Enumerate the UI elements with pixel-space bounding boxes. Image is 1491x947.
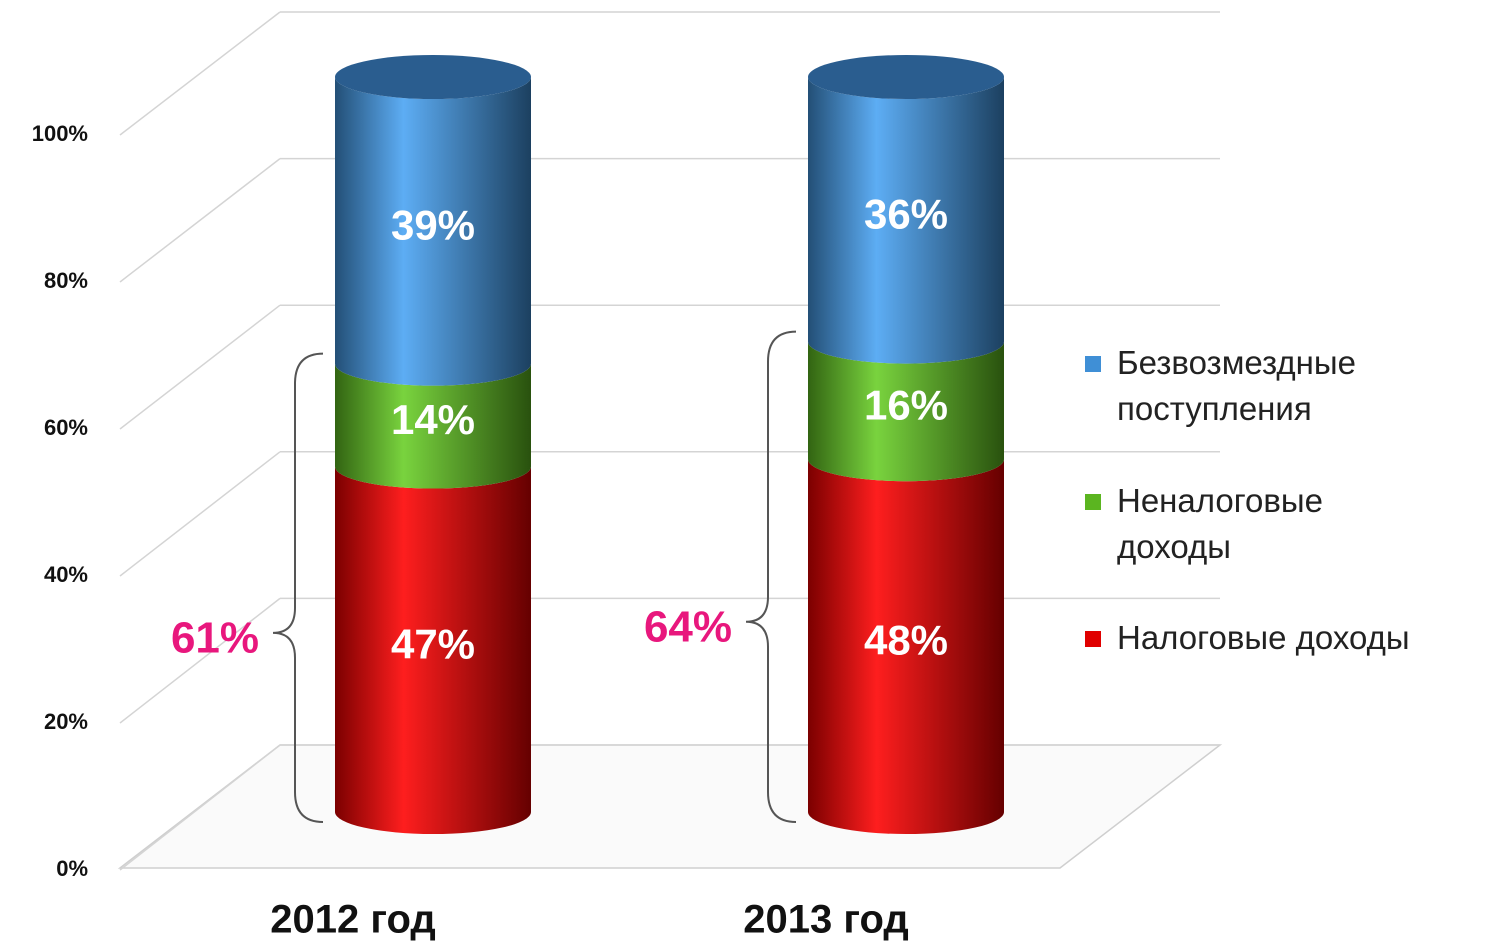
legend-item: Безвозмездные поступления	[1085, 340, 1485, 432]
grid-line-side	[119, 304, 281, 430]
bar-segment	[335, 466, 531, 834]
data-label: 47%	[391, 620, 475, 667]
legend-swatch	[1085, 494, 1101, 510]
grid-line-side	[119, 451, 281, 577]
bar-segment	[335, 363, 531, 489]
data-label: 36%	[864, 190, 948, 237]
data-label: 39%	[391, 201, 475, 248]
data-label: 48%	[864, 617, 948, 664]
grid-line-side	[119, 744, 281, 871]
bar-top	[335, 55, 531, 99]
y-tick-label: 100%	[32, 121, 88, 146]
y-tick-label: 40%	[44, 562, 88, 587]
legend-item: Неналоговые доходы	[1085, 478, 1485, 570]
y-tick-label: 0%	[56, 856, 88, 881]
legend-label: Неналоговые доходы	[1117, 482, 1324, 565]
x-tick-label: 2013 год	[743, 898, 909, 942]
grid-line-side	[119, 597, 281, 724]
grid-line-side	[119, 158, 281, 283]
y-tick-label: 20%	[44, 709, 88, 734]
data-label: 16%	[864, 381, 948, 428]
annotation: 64%	[644, 602, 732, 651]
bar-segment	[808, 77, 1004, 364]
annotation: 61%	[171, 613, 259, 662]
bar-top	[808, 55, 1004, 99]
legend-swatch	[1085, 631, 1101, 647]
y-tick-label: 80%	[44, 268, 88, 293]
bar-segment	[808, 341, 1004, 482]
bar-segment	[335, 77, 531, 386]
data-label: 14%	[391, 396, 475, 443]
bar-segment	[808, 459, 1004, 834]
legend-label: Безвозмездные поступления	[1117, 344, 1356, 427]
brace	[272, 352, 324, 823]
brace	[745, 330, 797, 823]
legend-label: Налоговые доходы	[1117, 619, 1410, 656]
y-tick-label: 60%	[44, 415, 88, 440]
floor	[117, 744, 1223, 869]
legend-item: Налоговые доходы	[1085, 615, 1485, 661]
grid-line-side	[119, 11, 281, 136]
x-tick-label: 2012 год	[270, 898, 436, 942]
legend-swatch	[1085, 356, 1101, 372]
